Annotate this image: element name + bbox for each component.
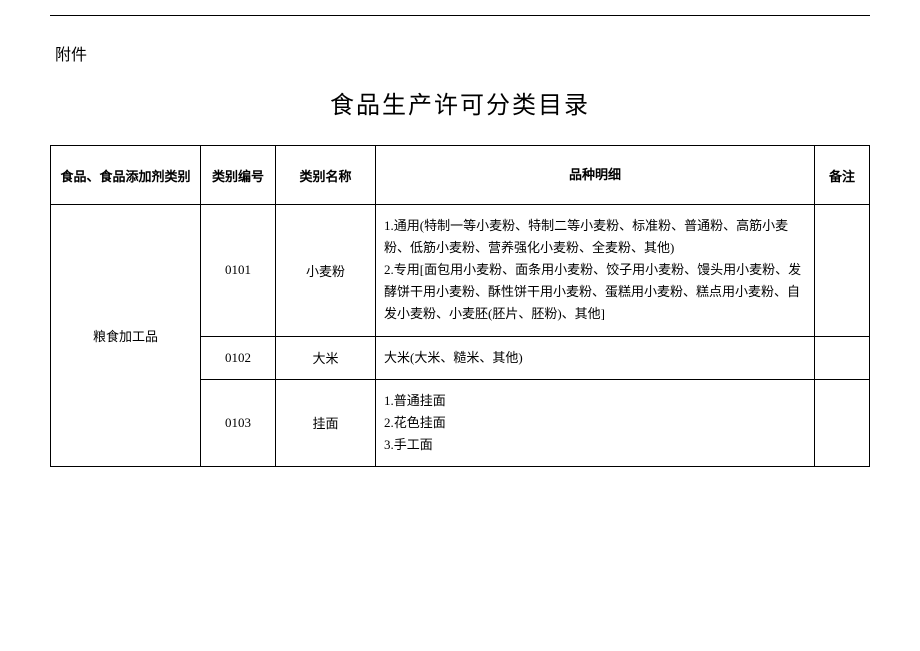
cell-category-group: 粮食加工品 [51,205,201,467]
cell-detail: 1.普通挂面2.花色挂面3.手工面 [376,379,815,466]
cell-code: 0103 [201,379,276,466]
cell-note [815,205,870,336]
cell-detail: 1.通用(特制一等小麦粉、特制二等小麦粉、标准粉、普通粉、高筋小麦粉、低筋小麦粉… [376,205,815,336]
table-row: 粮食加工品 0101 小麦粉 1.通用(特制一等小麦粉、特制二等小麦粉、标准粉、… [51,205,870,336]
cell-code: 0101 [201,205,276,336]
header-category: 食品、食品添加剂类别 [51,146,201,205]
attachment-label: 附件 [50,41,870,65]
header-note: 备注 [815,146,870,205]
cell-code: 0102 [201,336,276,379]
page-title: 食品生产许可分类目录 [50,85,870,120]
document-page: 附件 食品生产许可分类目录 食品、食品添加剂类别 类别编号 类别名称 品种明细 … [0,0,920,467]
cell-note [815,379,870,466]
cell-note [815,336,870,379]
table-header-row: 食品、食品添加剂类别 类别编号 类别名称 品种明细 备注 [51,146,870,205]
header-name: 类别名称 [276,146,376,205]
classification-table: 食品、食品添加剂类别 类别编号 类别名称 品种明细 备注 粮食加工品 0101 … [50,145,870,467]
cell-name: 大米 [276,336,376,379]
horizontal-rule [50,15,870,16]
header-code: 类别编号 [201,146,276,205]
cell-name: 挂面 [276,379,376,466]
header-detail: 品种明细 [376,146,815,205]
cell-name: 小麦粉 [276,205,376,336]
cell-detail: 大米(大米、糙米、其他) [376,336,815,379]
